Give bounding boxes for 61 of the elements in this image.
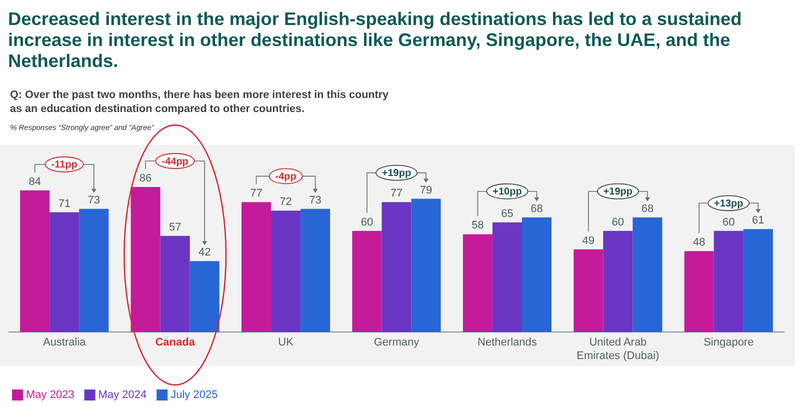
bar [714,230,744,332]
data-label: 68 [530,202,543,215]
data-label: 57 [168,221,182,234]
text: -44pp [162,156,188,168]
bar [79,208,109,332]
data-label: 73 [88,194,100,206]
data-label: 48 [692,236,706,249]
text: -11pp [51,160,78,171]
bar [50,212,80,332]
data-label: 84 [28,176,41,188]
legend-label: May 2023 [26,389,74,402]
legend-label: May 2024 [98,389,147,402]
bar [684,251,714,332]
data-label: 58 [472,220,484,232]
data-label: 65 [501,208,514,220]
x-tick-label: Germany [374,336,420,349]
bar [411,198,441,332]
data-label: 61 [752,214,764,227]
annotation: +13pp [714,198,744,210]
bar [130,187,160,332]
text: -4pp [275,171,296,182]
data-label: 73 [309,194,322,206]
bar [522,217,552,332]
bar [242,202,272,332]
data-label: 71 [58,198,70,210]
bar [574,249,604,332]
annotation: +19pp [603,186,633,198]
legend-label: July 2025 [170,389,218,402]
bar [462,234,492,332]
bar [632,217,662,332]
data-label: 60 [722,216,735,228]
data-label: 86 [139,172,152,185]
chart-title: Decreased interest in the major English-speaking destinations has led to a sustained increase in interest in other destinations like Germany, Singapore, the UAE, and the Netherlands. [8,9,743,72]
bar [603,230,633,332]
data-label: 68 [641,202,654,215]
x-tick-label: Singapore [704,336,754,349]
bar [300,208,330,332]
bar [492,222,522,332]
text: +19pp [382,168,412,180]
data-label: 42 [198,246,211,259]
x-tick-label: United Arab Emirates (Dubai) [576,336,660,362]
data-label: 60 [612,216,624,228]
bar [352,230,382,332]
bar [20,190,50,332]
chart-subtitle: Q: Over the past two months, there has been more interest in this country as an education destination compared to other countries. [10,88,390,116]
data-label: 79 [420,184,432,196]
bar [271,210,301,332]
bar [160,236,190,332]
bar [743,229,773,332]
data-label: 77 [250,188,262,200]
annotation: +10pp [492,186,522,198]
x-tick-label: UK [278,336,294,349]
data-label: 77 [390,188,403,200]
x-tick-label: Australia [42,336,87,349]
data-label: 72 [280,196,292,208]
data-label: 60 [360,216,374,228]
bar [190,261,220,332]
x-tick-label: Netherlands [478,336,538,349]
x-tick-label: Canada [155,336,196,349]
bar [382,202,412,332]
data-label: 49 [582,234,595,247]
